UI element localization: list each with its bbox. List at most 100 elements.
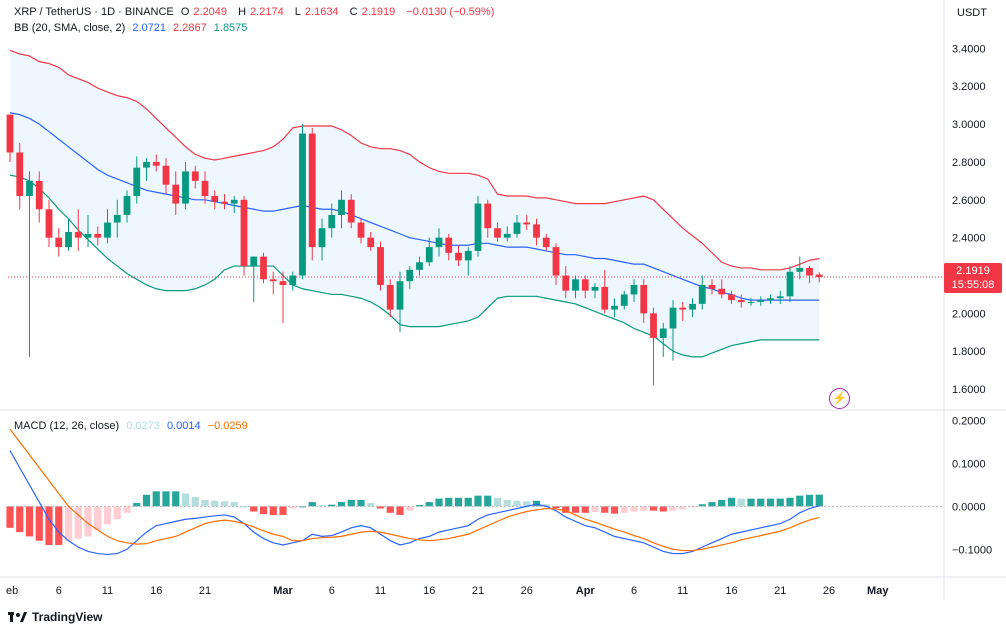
axis-unit-label[interactable]: USDT [957, 7, 987, 19]
bb-label[interactable]: BB (20, SMA, close, 2) [14, 22, 126, 34]
candle [815, 272, 823, 283]
candle [406, 266, 414, 289]
symbol-title[interactable]: XRP / TetherUS · 1D · BINANCE [14, 6, 174, 18]
candle [679, 302, 687, 321]
macd-hist-bar [123, 506, 131, 513]
candle-body [94, 233, 102, 238]
macd-legend: MACD (12, 26, close) 0.0273 0.0014 −0.02… [14, 420, 252, 432]
candle [133, 156, 141, 204]
candle-body [513, 222, 521, 234]
macd-hist-bar [55, 506, 63, 545]
price-tick-label: 2.6000 [952, 195, 986, 207]
candle-body [6, 114, 14, 153]
candle-body [455, 252, 462, 261]
candle-body [357, 222, 365, 238]
macd-hist-bar [289, 506, 297, 509]
price-tick-label: 1.8000 [952, 346, 986, 358]
candle-body [16, 152, 24, 197]
candle-body [572, 279, 579, 291]
candle [786, 266, 794, 303]
candle [533, 218, 540, 246]
candle [338, 190, 345, 229]
candle [728, 290, 735, 304]
axis-tick-labels: 3.40003.20003.00002.80002.60002.40002.20… [6, 43, 992, 597]
time-tick-label: 6 [329, 585, 335, 597]
candle [299, 124, 306, 280]
candle [747, 298, 755, 306]
high-value: H 2.2174 [238, 6, 284, 18]
candle [26, 171, 33, 357]
candle [523, 214, 531, 231]
brand-logo[interactable]: TradingView [8, 610, 102, 624]
time-tick-label: eb [6, 585, 18, 597]
candle [94, 226, 102, 246]
time-tick-label: 16 [423, 585, 435, 597]
candle-body [84, 233, 92, 238]
candle-body [65, 231, 72, 248]
time-tick-label: 26 [823, 585, 835, 597]
close-value: C 2.1919 [349, 6, 396, 18]
candle [552, 243, 560, 285]
macd-hist-bar [698, 504, 706, 507]
candle [474, 196, 482, 257]
candle-body [182, 171, 189, 204]
candle-body [630, 284, 638, 295]
lightning-icon[interactable]: ⚡ [829, 388, 850, 409]
candle [84, 214, 92, 248]
candle-body [601, 286, 609, 310]
candle-body [757, 300, 765, 303]
candle-body [620, 294, 628, 306]
candle [542, 233, 550, 251]
candle-body [289, 275, 297, 285]
candle-body [201, 180, 209, 197]
candle [260, 252, 267, 284]
candle-body [425, 247, 433, 263]
time-tick-label: Apr [576, 585, 596, 597]
candle-body [689, 303, 696, 310]
candle [611, 298, 618, 318]
bb-basis-line [9, 112, 820, 301]
time-tick-label: 11 [677, 585, 688, 597]
candle [737, 294, 745, 308]
candle-body [718, 288, 726, 295]
time-tick-label: 6 [631, 585, 637, 597]
macd-hist-bar [640, 506, 648, 511]
candle [318, 218, 326, 261]
candle [367, 231, 375, 251]
open-value: O 2.2049 [180, 6, 228, 18]
last-price: 2.1919 [956, 265, 990, 277]
candle-body [113, 214, 121, 223]
macd-hist-bar [415, 505, 424, 507]
macd-hist-bar [357, 499, 365, 507]
macd-lines [9, 428, 820, 556]
candle [328, 203, 336, 238]
macd-hist-bar [64, 506, 73, 541]
macd-hist-bar [162, 491, 170, 507]
macd-hist-bar [172, 491, 180, 507]
candle [172, 171, 180, 215]
macd-hist-bar [396, 506, 404, 515]
candle-body [328, 214, 336, 229]
macd-hist-bar [230, 502, 238, 507]
macd-value: 0.0014 [166, 420, 201, 432]
candle [211, 190, 219, 210]
macd-hist-bar [601, 506, 609, 513]
macd-hist-bar [337, 502, 346, 507]
bollinger-band-fill [10, 50, 820, 357]
candle [201, 171, 209, 204]
time-tick-label: 11 [102, 585, 113, 597]
macd-hist-bar [679, 506, 687, 510]
candle [35, 171, 43, 223]
candle [347, 194, 355, 229]
candle-body [708, 284, 716, 289]
macd-hist-bar [796, 495, 804, 507]
candle-body [659, 328, 667, 338]
macd-hist-bar [406, 506, 414, 511]
change-value: −0.0130 (−0.59%) [406, 6, 495, 18]
macd-label[interactable]: MACD (12, 26, close) [14, 420, 120, 432]
time-tick-label: 21 [472, 585, 484, 597]
time-tick-label: 16 [150, 585, 162, 597]
candle [572, 275, 579, 299]
candle-body [308, 133, 316, 248]
